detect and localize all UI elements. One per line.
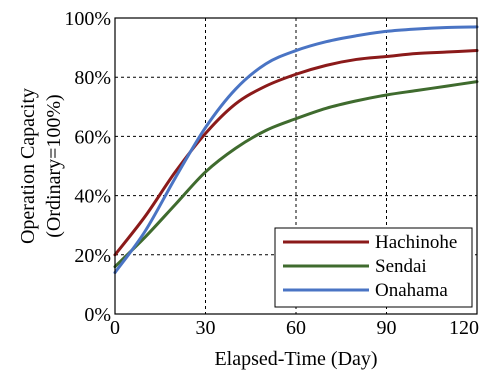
x-tick-label: 0	[110, 317, 120, 339]
legend: Hachinohe Sendai Onahama	[274, 227, 473, 308]
y-tick-label: 60%	[74, 126, 111, 148]
y-tick-label: 20%	[74, 245, 111, 267]
legend-label-onahama: Onahama	[375, 280, 448, 301]
legend-label-hachinohe: Hachinohe	[375, 232, 457, 253]
series-line-onahama	[113, 25, 479, 275]
x-axis-title: Elapsed-Time (Day)	[214, 348, 377, 370]
x-tick-label: 30	[196, 317, 216, 339]
y-axis-title-line-1: Operation Capacity	[17, 88, 39, 244]
y-tick-label: 40%	[74, 186, 111, 208]
y-tick-label: 100%	[64, 8, 111, 30]
x-axis-ticks: 0 30 60 90 120	[110, 317, 479, 339]
series-line-sendai	[113, 80, 479, 269]
legend-label-sendai: Sendai	[375, 256, 427, 277]
x-tick-label: 60	[286, 317, 306, 339]
series-lines	[113, 25, 479, 275]
y-axis-title: Operation Capacity (Ordinary=100%)	[17, 88, 65, 244]
x-tick-label: 120	[449, 317, 479, 339]
y-tick-label: 80%	[74, 67, 111, 89]
series-line-hachinohe	[113, 49, 479, 257]
y-axis-ticks: 0% 20% 40% 60% 80% 100%	[64, 8, 111, 326]
x-tick-label: 90	[377, 317, 397, 339]
y-axis-title-line-2: (Ordinary=100%)	[43, 94, 65, 237]
plot-area-frame	[114, 17, 478, 315]
legend-box	[274, 227, 473, 308]
y-tick-label: 0%	[84, 304, 111, 326]
